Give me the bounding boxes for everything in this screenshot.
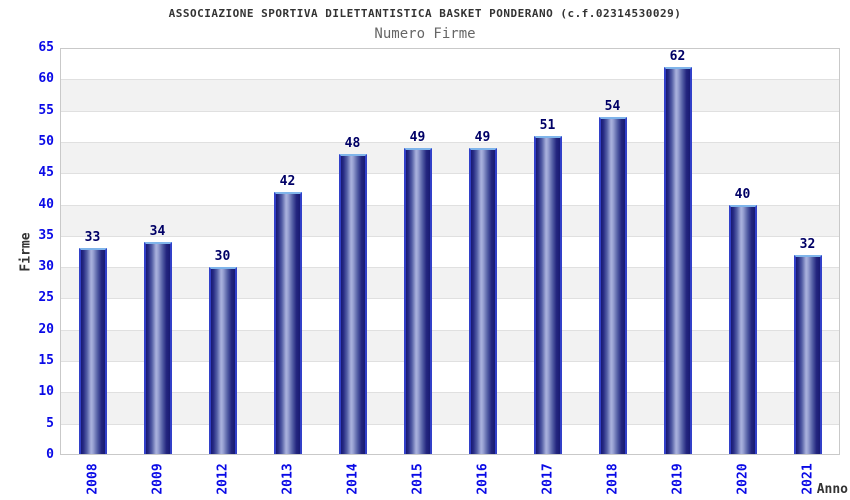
bar-2020 bbox=[728, 205, 757, 454]
x-tick-label-2015: 2015 bbox=[410, 463, 425, 495]
x-tick-label-2018: 2018 bbox=[605, 463, 620, 495]
bar-2018 bbox=[598, 117, 627, 454]
x-tick-label-2012: 2012 bbox=[215, 463, 230, 495]
bar-2016 bbox=[468, 148, 497, 454]
bar-2021 bbox=[793, 255, 822, 454]
grid-band bbox=[61, 392, 839, 425]
grid-band bbox=[61, 110, 839, 143]
y-tick-label: 10 bbox=[38, 384, 54, 400]
y-tick-label: 60 bbox=[38, 71, 54, 87]
y-tick-label: 35 bbox=[38, 227, 54, 243]
chart-subtitle: Numero Firme bbox=[374, 26, 476, 42]
y-tick-label: 20 bbox=[38, 321, 54, 337]
y-tick-label: 55 bbox=[38, 102, 54, 118]
bar-value-label: 54 bbox=[604, 99, 621, 114]
x-tick-label-2017: 2017 bbox=[540, 463, 555, 495]
x-tick-label-2021: 2021 bbox=[800, 463, 815, 495]
y-tick-label: 45 bbox=[38, 165, 54, 181]
bar-value-label: 34 bbox=[149, 224, 166, 239]
grid-band bbox=[61, 235, 839, 269]
chart-title: ASSOCIAZIONE SPORTIVA DILETTANTISTICA BA… bbox=[168, 7, 682, 20]
grid-band bbox=[61, 141, 839, 175]
bar-value-label: 49 bbox=[474, 130, 491, 145]
bar-2013 bbox=[273, 192, 302, 454]
grid-band bbox=[61, 298, 839, 331]
bar-value-label: 48 bbox=[344, 136, 361, 151]
x-tick-label-2014: 2014 bbox=[345, 463, 360, 495]
grid-band bbox=[61, 49, 839, 81]
bar-value-label: 40 bbox=[734, 187, 751, 202]
bar-value-label: 51 bbox=[539, 118, 556, 133]
x-tick-label-2019: 2019 bbox=[670, 463, 685, 495]
bar-2019 bbox=[663, 67, 692, 454]
x-tick-label-2020: 2020 bbox=[735, 463, 750, 495]
bar-value-label: 42 bbox=[279, 174, 296, 189]
x-axis-title: Anno bbox=[816, 482, 848, 497]
y-tick-label: 30 bbox=[38, 259, 54, 275]
y-tick-label: 25 bbox=[38, 290, 54, 306]
grid-band bbox=[61, 423, 839, 454]
y-tick-label: 0 bbox=[46, 447, 54, 462]
bar-value-label: 30 bbox=[214, 249, 231, 264]
grid-band bbox=[61, 361, 839, 394]
bar-2017 bbox=[533, 136, 562, 454]
grid-band bbox=[61, 204, 839, 237]
bar-2009 bbox=[143, 242, 172, 454]
x-tick-label-2013: 2013 bbox=[280, 463, 295, 495]
grid-band bbox=[61, 267, 839, 300]
x-tick-label-2009: 2009 bbox=[150, 463, 165, 495]
y-tick-label: 40 bbox=[38, 196, 54, 212]
grid-band bbox=[61, 173, 839, 206]
y-tick-label: 65 bbox=[38, 40, 54, 55]
x-tick-label-2008: 2008 bbox=[85, 463, 100, 495]
y-tick-label: 15 bbox=[38, 353, 54, 369]
x-tick-label-2016: 2016 bbox=[475, 463, 490, 495]
bar-value-label: 62 bbox=[669, 49, 686, 64]
bar-2012 bbox=[208, 267, 237, 454]
bar-2014 bbox=[338, 154, 367, 454]
bar-2015 bbox=[403, 148, 432, 454]
bar-value-label: 32 bbox=[799, 237, 816, 252]
y-tick-label: 50 bbox=[38, 133, 54, 149]
bar-value-label: 33 bbox=[84, 230, 101, 245]
bar-2008 bbox=[78, 248, 107, 454]
grid-band bbox=[61, 329, 839, 363]
bar-value-label: 49 bbox=[409, 130, 426, 145]
grid-band bbox=[61, 79, 839, 112]
y-tick-label: 5 bbox=[46, 415, 54, 431]
plot-area bbox=[60, 48, 840, 455]
